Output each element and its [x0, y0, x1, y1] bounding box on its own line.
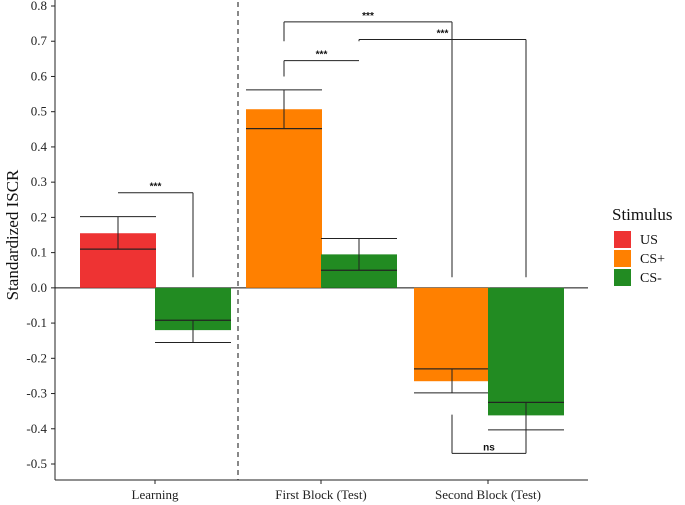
y-tick-label: -0.2 — [26, 350, 47, 365]
y-tick-label: -0.5 — [26, 456, 47, 471]
significance-bracket: *** — [118, 182, 194, 278]
bar-csminus — [488, 287, 564, 416]
significance-bracket: *** — [358, 28, 527, 278]
y-axis-title: Standardized ISCR — [3, 169, 22, 300]
significance-label: *** — [316, 50, 328, 61]
y-tick-label: 0.2 — [31, 209, 47, 224]
y-tick-label: -0.3 — [26, 386, 47, 401]
y-tick-label: -0.4 — [26, 421, 47, 436]
y-tick-label: 0.8 — [31, 0, 47, 13]
significance-bracket: *** — [283, 50, 359, 77]
x-tick-label: First Block (Test) — [275, 487, 367, 502]
x-tick-label: Learning — [132, 487, 179, 502]
y-tick-label: 0.0 — [31, 280, 47, 295]
legend-label: CS- — [640, 271, 662, 286]
legend-swatch — [614, 269, 631, 286]
bar-csplus — [246, 109, 322, 288]
y-tick-label: 0.1 — [31, 245, 47, 260]
legend-title: Stimulus — [612, 205, 672, 224]
significance-label: *** — [150, 182, 162, 193]
y-tick-label: 0.3 — [31, 174, 47, 189]
significance-label: *** — [362, 11, 374, 22]
plot-area: -0.5 -0.4 -0.3 -0.2 -0.1 0.0 0.1 0.2 0.3 0.4 0.5 0.… — [26, 0, 588, 502]
bar-csplus — [414, 287, 490, 382]
y-tick-label: 0.5 — [31, 104, 47, 119]
y-tick-label: 0.7 — [31, 33, 48, 48]
y-tick-label: 0.4 — [31, 139, 48, 154]
significance-label: ns — [483, 442, 495, 453]
legend-swatch — [614, 231, 631, 248]
legend-label: CS+ — [640, 252, 665, 267]
y-tick-label: 0.6 — [31, 68, 48, 83]
y-tick-label: -0.1 — [26, 315, 47, 330]
x-tick-label: Second Block (Test) — [435, 487, 541, 502]
significance-bracket: *** — [283, 11, 453, 278]
significance-bracket: ns — [451, 414, 527, 454]
legend-swatch — [614, 250, 631, 267]
significance-label: *** — [437, 28, 449, 39]
legend: Stimulus US CS+ CS- — [612, 205, 672, 286]
legend-label: US — [640, 233, 658, 248]
